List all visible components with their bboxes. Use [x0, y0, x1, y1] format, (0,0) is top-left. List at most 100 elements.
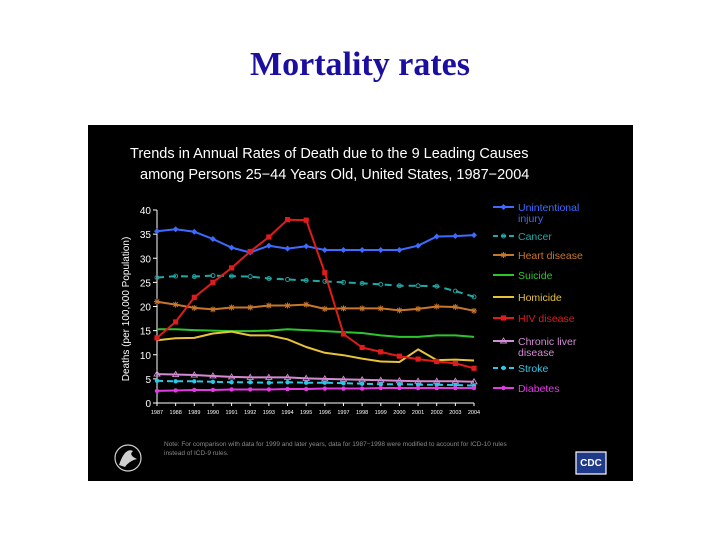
chronic-liver-disease-point	[265, 373, 273, 380]
x-tick-label: 1996	[319, 410, 331, 416]
hiv-disease-point	[322, 270, 328, 276]
cancer-point	[341, 279, 346, 285]
cancer-point	[285, 277, 290, 282]
cancer-point	[471, 294, 477, 300]
legend-hiv-disease-point	[500, 315, 507, 321]
diabetes-point	[192, 387, 197, 393]
diabetes-point	[397, 385, 402, 391]
legend-item-stroke: Stroke	[493, 363, 549, 375]
heart-disease-point	[303, 301, 310, 308]
hiv-disease-point	[247, 248, 253, 255]
unintentional-injury-point	[471, 232, 477, 239]
series-stroke	[154, 378, 477, 388]
cancer-point	[396, 283, 402, 289]
series-diabetes	[154, 385, 477, 394]
diabetes-point	[359, 386, 365, 391]
unintentional-injury-point	[191, 228, 198, 235]
chronic-liver-disease-point	[171, 370, 180, 377]
diabetes-point	[248, 387, 253, 392]
cancer-point	[154, 275, 160, 281]
heart-disease-line	[156, 300, 475, 312]
stroke-point	[322, 380, 328, 385]
hiv-disease-line	[156, 218, 475, 370]
diabetes-point	[471, 385, 477, 391]
chronic-liver-disease-line	[156, 373, 475, 383]
chart-panel: Trends in Annual Rates of Death due to t…	[88, 125, 633, 481]
x-tick-label: 1994	[281, 410, 293, 416]
chronic-liver-disease-point	[209, 372, 217, 379]
diabetes-point	[341, 386, 346, 391]
unintentional-injury-point	[265, 242, 272, 249]
legend-item-suicide: Suicide	[493, 270, 553, 282]
legend-item-diabetes: Diabetes	[493, 383, 559, 395]
x-tick-label: 2002	[431, 410, 443, 416]
diabetes-point	[322, 386, 328, 391]
y-tick-label: 5	[145, 375, 151, 386]
diabetes-point	[154, 388, 160, 394]
heart-disease-point	[415, 305, 422, 312]
legend-item-homicide: Homicide	[493, 292, 562, 304]
chart-title-line2: among Persons 25−44 Years Old, United St…	[140, 167, 529, 183]
legend-heart-disease-point	[500, 252, 507, 258]
heart-disease-point	[191, 304, 198, 311]
hiv-disease-point	[284, 217, 291, 223]
hiv-disease-point	[415, 356, 421, 362]
axes-group: 0 5 10 15 20 25 30 35 40 1987 1988 1989 1990 1991 1992…	[140, 206, 480, 416]
heart-disease-point	[228, 304, 235, 311]
legend-label-unintentional-injury: injury	[518, 213, 544, 225]
stroke-line	[156, 379, 475, 387]
diabetes-point	[303, 386, 309, 392]
y-tick-label: 20	[140, 303, 152, 314]
cancer-point	[378, 281, 384, 287]
cdc-logo: CDC	[575, 451, 607, 475]
chart-note-line1: Note: For comparison with data for 1999 …	[164, 441, 507, 448]
stroke-point	[341, 381, 346, 386]
homicide-line	[156, 330, 475, 363]
diabetes-point	[415, 385, 421, 391]
legend-label-stroke: Stroke	[518, 363, 549, 375]
slide-title: Mortality rates	[250, 46, 470, 83]
hiv-disease-point	[154, 335, 160, 341]
unintentional-injury-point	[284, 245, 291, 252]
series-homicide	[156, 330, 475, 363]
unintentional-injury-point	[377, 247, 384, 254]
stroke-point	[378, 381, 383, 387]
unintentional-injury-point	[359, 247, 366, 254]
hiv-disease-point	[396, 353, 403, 359]
legend-diabetes-point	[501, 385, 506, 391]
unintentional-injury-point	[154, 228, 160, 235]
diabetes-point	[266, 387, 272, 392]
stroke-point	[359, 381, 365, 386]
legend-label-homicide: Homicide	[518, 292, 562, 304]
hiv-disease-point	[340, 331, 347, 337]
y-tick-label: 0	[145, 399, 151, 410]
x-tick-label: 1993	[263, 410, 275, 416]
legend-label-diabetes: Diabetes	[518, 383, 559, 395]
heart-disease-point	[396, 307, 403, 314]
unintentional-injury-point	[303, 243, 310, 250]
stroke-point	[229, 380, 234, 385]
hiv-disease-point	[173, 319, 179, 325]
heart-disease-point	[359, 305, 366, 312]
chronic-liver-disease-point	[302, 374, 310, 381]
diabetes-point	[285, 386, 290, 392]
x-tick-label: 2003	[449, 410, 461, 416]
legend-label-unintentional-injury: Unintentional	[518, 202, 579, 214]
suicide-line	[157, 328, 475, 338]
series-layer	[153, 217, 478, 394]
y-tick-label: 30	[140, 254, 152, 265]
stroke-point	[266, 380, 272, 385]
cancer-point	[229, 273, 235, 279]
x-tick-label: 1992	[244, 410, 256, 416]
chart-title-line1: Trends in Annual Rates of Death due to t…	[130, 146, 528, 162]
legend-item-heart-disease: Heart disease	[493, 250, 583, 262]
unintentional-injury-point	[396, 247, 403, 254]
unintentional-injury-point	[340, 247, 347, 254]
unintentional-injury-point	[209, 235, 216, 242]
legend-label-hiv-disease: HIV disease	[518, 313, 575, 325]
chronic-liver-disease-point	[190, 371, 199, 378]
x-tick-label: 1990	[207, 410, 219, 416]
stroke-point	[397, 381, 402, 387]
